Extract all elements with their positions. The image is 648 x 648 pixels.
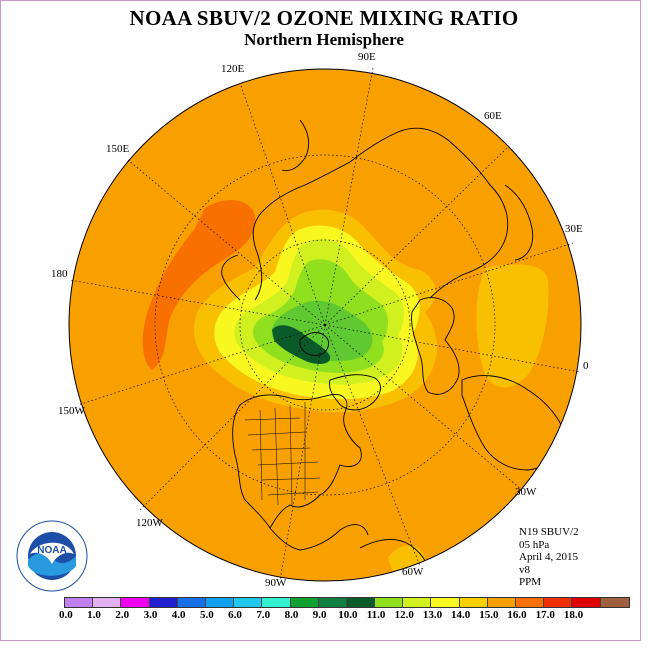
colorbar-tick-label: 7.0	[256, 609, 271, 621]
info-date: April 4, 2015	[519, 551, 578, 563]
colorbar-tick-label: 12.0	[394, 609, 414, 621]
lon-label-0: 0	[583, 360, 589, 372]
coast-arctic-islands	[299, 332, 330, 356]
colorbar-swatch-18	[572, 598, 601, 607]
colorbar-swatch-13	[431, 598, 460, 607]
lon-label-60e: 60E	[484, 110, 502, 122]
colorbar-swatch-9	[318, 598, 347, 607]
lon-label-90w: 90W	[265, 577, 287, 589]
colorbar-swatch-10	[346, 598, 376, 607]
lon-label-60w: 60W	[402, 566, 424, 578]
colorbar-tick-label: 3.0	[143, 609, 158, 621]
coast-alaska	[221, 254, 241, 301]
colorbar-swatch-11	[375, 598, 404, 607]
colorbar-swatch-12	[403, 598, 432, 607]
colorbar-tick-label: 13.0	[422, 609, 443, 621]
colorbar-ticks: 0.0 1.0 2.0 3.0 4.0 5.0 6.0 7.0 8.0 9.0 10.0 11.0 12…	[0, 609, 648, 623]
lon-label-90e: 90E	[358, 51, 376, 63]
colorbar-tick-label: 11.0	[366, 609, 386, 621]
colorbar-tick-label: 14.0	[451, 609, 471, 621]
map-subtitle: Northern Hemisphere	[244, 30, 404, 49]
colorbar-tick-label: 10.0	[338, 609, 358, 621]
coast-europe	[411, 297, 460, 395]
colorbar-swatch-17	[544, 598, 573, 607]
colorbar-tick-label: 15.0	[479, 609, 499, 621]
coast-japan	[281, 119, 310, 171]
coast-india	[504, 184, 534, 261]
lon-label-150e: 150E	[106, 143, 130, 155]
colorbar-swatch-6	[234, 598, 263, 607]
info-pressure: 05 hPa	[519, 538, 550, 551]
info-panel: N19 SBUV/2 05 hPa April 4, 2015 v8 PPM	[519, 526, 579, 589]
info-version: v8	[519, 563, 530, 576]
coast-north-america	[232, 394, 362, 529]
colorbar-swatch-1	[93, 598, 122, 607]
lon-label-150w: 150W	[58, 405, 85, 417]
meridians	[69, 67, 581, 581]
colorbar-swatch-15	[487, 598, 516, 607]
plot-frame	[0, 0, 641, 641]
noaa-logo: NOAA	[16, 520, 88, 592]
colorbar-swatch-19	[600, 598, 629, 607]
colorbar-swatch-2	[121, 598, 150, 607]
colorbar-tick-label: 9.0	[312, 609, 327, 621]
colorbar-tick-label: 0.0	[58, 609, 73, 621]
contour-9-10	[272, 325, 331, 364]
colorbar-tick-label: 6.0	[228, 609, 242, 621]
colorbar-swatch-3	[149, 598, 178, 607]
colorbar	[64, 597, 630, 608]
lon-label-180: 180	[51, 268, 68, 280]
graticule	[154, 154, 496, 496]
lon-label-120e: 120E	[221, 63, 245, 75]
map-boundary	[68, 68, 582, 582]
lon-label-30e: 30E	[565, 223, 583, 235]
state-boundaries	[244, 402, 321, 506]
colorbar-swatch-7	[262, 598, 291, 607]
colorbar-swatch-5	[205, 598, 235, 607]
colorbar-tick-label: 2.0	[115, 609, 130, 621]
logo-text: NOAA	[37, 545, 66, 556]
colorbar-tick-label: 8.0	[284, 609, 299, 621]
colorbar-tick-label: 18.0	[563, 609, 584, 621]
colorbar-swatch-14	[459, 598, 488, 607]
map-title: NOAA SBUV/2 OZONE MIXING RATIO	[129, 6, 519, 30]
coast-greenland	[329, 374, 381, 411]
colorbar-tick-label: 5.0	[199, 609, 214, 621]
contour-14-15-atlantic	[476, 264, 549, 388]
info-units: PPM	[519, 576, 542, 588]
colorbar-swatch-16	[516, 598, 545, 607]
coast-asia	[252, 127, 509, 301]
colorbar-swatch-0	[65, 598, 94, 607]
colorbar-tick-label: 1.0	[87, 609, 101, 621]
colorbar-swatch-4	[177, 598, 206, 607]
lon-label-120w: 120W	[136, 517, 163, 529]
coast-central-america	[269, 524, 369, 551]
contour-15-16-pacific	[142, 199, 256, 370]
info-satellite: N19 SBUV/2	[519, 526, 579, 538]
colorbar-tick-label: 16.0	[507, 609, 527, 621]
colorbar-tick-label: 17.0	[535, 609, 555, 621]
colorbar-swatch-8	[290, 598, 319, 607]
lon-label-30w: 30W	[515, 486, 537, 498]
colorbar-tick-label: 4.0	[171, 609, 186, 621]
